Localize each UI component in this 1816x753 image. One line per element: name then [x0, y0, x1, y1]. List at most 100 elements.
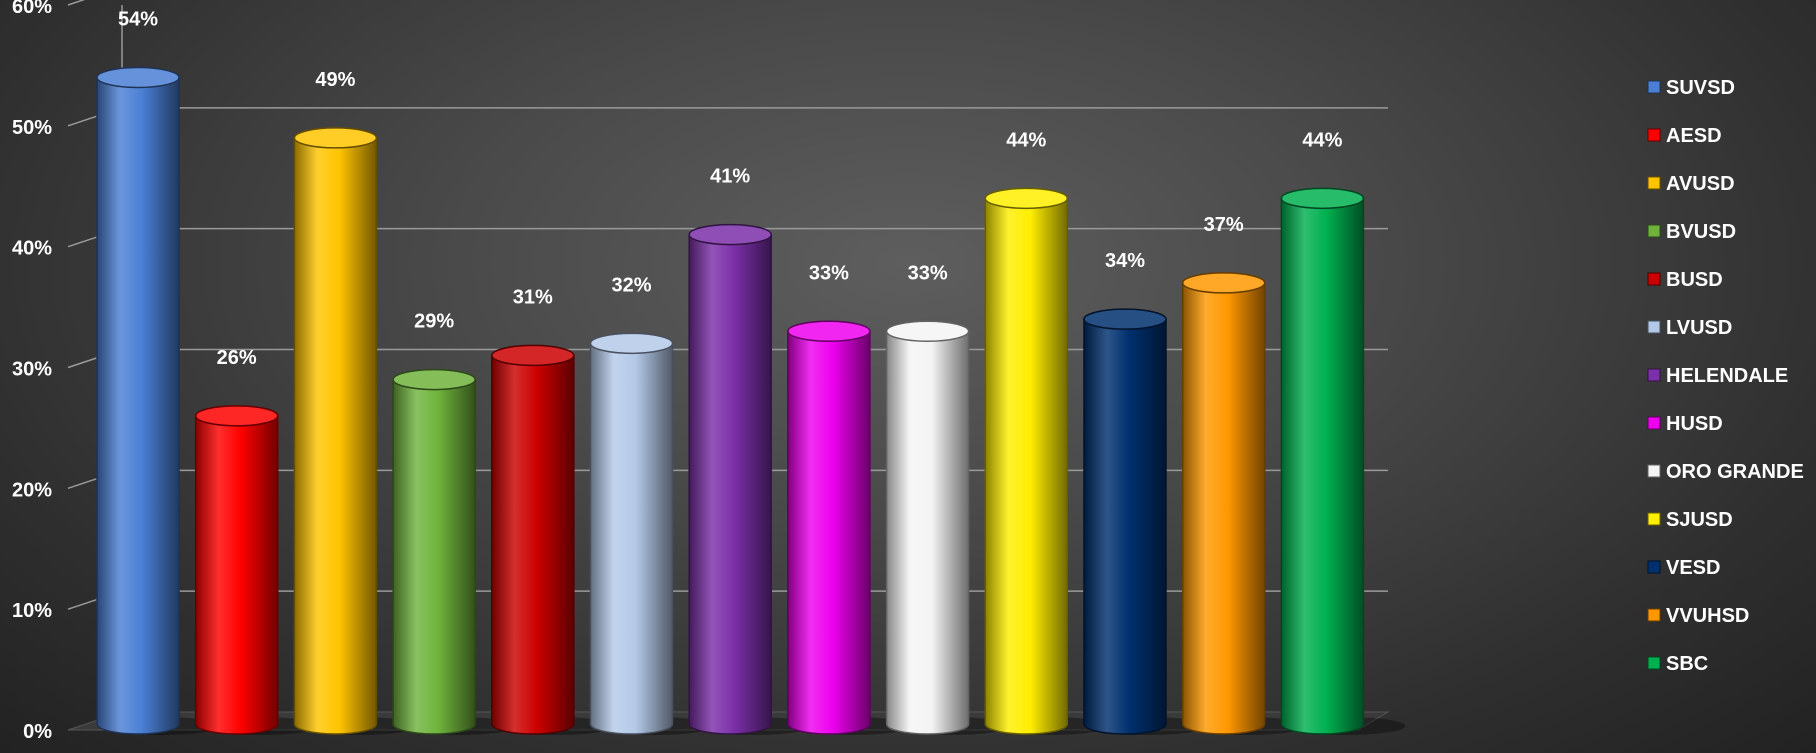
bar-body — [885, 330, 970, 735]
legend-item[interactable]: AVUSD — [1647, 173, 1735, 195]
data-label: 29% — [414, 311, 454, 333]
data-label: 41% — [710, 166, 750, 188]
legend-label: ORO GRANDE — [1666, 461, 1804, 483]
bar — [885, 320, 970, 735]
legend-swatch — [1647, 464, 1661, 478]
legend-item[interactable]: SJUSD — [1647, 509, 1733, 531]
bar — [491, 344, 575, 735]
bar — [984, 187, 1069, 735]
bar-body — [1083, 318, 1167, 735]
bar-body — [293, 137, 378, 735]
legend-swatch — [1647, 224, 1661, 238]
legend-swatch — [1647, 176, 1661, 190]
bar-top — [293, 127, 378, 149]
legend-item[interactable]: VVUHSD — [1647, 605, 1749, 627]
legend-item[interactable]: BVUSD — [1647, 221, 1736, 243]
legend-swatch — [1647, 416, 1661, 430]
y-tick-label: 30% — [12, 359, 52, 381]
data-label: 54% — [118, 9, 158, 31]
legend-label: BUSD — [1666, 269, 1723, 291]
legend-label: AESD — [1666, 125, 1722, 147]
legend-item[interactable]: LVUSD — [1647, 317, 1732, 339]
legend-label: SBC — [1666, 653, 1708, 675]
bar-body — [1181, 282, 1266, 735]
legend-item[interactable]: ORO GRANDE — [1647, 461, 1804, 483]
legend-swatch — [1647, 608, 1661, 622]
legend-swatch — [1647, 560, 1661, 574]
legend-label: VESD — [1666, 557, 1720, 579]
bar-body — [589, 342, 674, 735]
data-label: 32% — [611, 274, 651, 296]
bar-top — [787, 320, 871, 342]
data-label: 26% — [217, 347, 257, 369]
bar-top — [491, 344, 575, 367]
legend-item[interactable]: HELENDALE — [1647, 365, 1788, 387]
legend-label: VVUHSD — [1666, 605, 1749, 627]
data-label: 31% — [513, 286, 553, 308]
data-label: 33% — [908, 262, 948, 284]
legend-label: LVUSD — [1666, 317, 1732, 339]
legend-item[interactable]: SUVSD — [1647, 77, 1735, 99]
bar-body — [1280, 197, 1365, 735]
legend[interactable]: SUVSD AESD AVUSD BVUSD BUSD LVUSD HELENDALE HUS… — [1647, 77, 1804, 675]
bar-top — [194, 405, 279, 427]
bars — [96, 66, 1406, 735]
bar — [392, 368, 476, 735]
data-label: 44% — [1006, 129, 1046, 151]
bar — [787, 320, 871, 735]
legend-swatch — [1647, 368, 1661, 382]
bar-top — [885, 320, 970, 342]
gridline-depth — [67, 0, 86, 6]
bar — [1181, 272, 1266, 735]
bar — [194, 405, 279, 735]
data-label: 34% — [1105, 250, 1145, 272]
bar-body — [688, 233, 772, 735]
bar-top — [1181, 272, 1266, 294]
legend-swatch — [1647, 128, 1661, 142]
bar-body — [984, 197, 1069, 735]
y-tick-label: 20% — [12, 479, 52, 501]
y-tick-label: 40% — [12, 238, 52, 260]
data-label: 33% — [809, 262, 849, 284]
legend-item[interactable]: BUSD — [1647, 269, 1723, 291]
bar-top — [1280, 187, 1365, 210]
legend-label: BVUSD — [1666, 221, 1736, 243]
bar-body — [392, 378, 476, 735]
legend-item[interactable]: HUSD — [1647, 413, 1723, 435]
y-tick-label: 50% — [12, 117, 52, 139]
bar-body — [787, 330, 871, 735]
bar-body — [194, 415, 279, 735]
y-tick-label: 0% — [23, 721, 52, 743]
bar — [688, 223, 772, 735]
legend-swatch — [1647, 512, 1661, 526]
data-label: 37% — [1204, 214, 1244, 236]
bar — [96, 66, 180, 735]
bar-top — [688, 223, 772, 246]
data-label: 49% — [315, 69, 355, 91]
legend-swatch — [1647, 320, 1661, 334]
legend-item[interactable]: AESD — [1647, 125, 1722, 147]
bar-top — [96, 66, 180, 89]
legend-label: HELENDALE — [1666, 365, 1788, 387]
bar-top — [589, 332, 674, 355]
legend-label: SUVSD — [1666, 77, 1735, 99]
legend-label: SJUSD — [1666, 509, 1733, 531]
data-labels: 54% 26% 49% 29% 31% 32% 41% 33% 33% 44% 34% 37% 44% — [118, 9, 1343, 369]
y-tick-label: 60% — [12, 0, 52, 18]
data-label: 44% — [1302, 129, 1342, 151]
legend-item[interactable]: VESD — [1647, 557, 1720, 579]
bar — [589, 332, 674, 735]
legend-swatch — [1647, 80, 1661, 94]
bar-body — [96, 76, 180, 735]
y-tick-label: 10% — [12, 600, 52, 622]
bar-top — [1083, 308, 1167, 330]
legend-item[interactable]: SBC — [1647, 653, 1708, 675]
bar-top — [984, 187, 1069, 210]
legend-swatch — [1647, 272, 1661, 286]
bar — [1280, 187, 1365, 735]
bar-top — [392, 368, 476, 391]
legend-label: HUSD — [1666, 413, 1723, 435]
legend-label: AVUSD — [1666, 173, 1735, 195]
bar — [293, 127, 378, 735]
